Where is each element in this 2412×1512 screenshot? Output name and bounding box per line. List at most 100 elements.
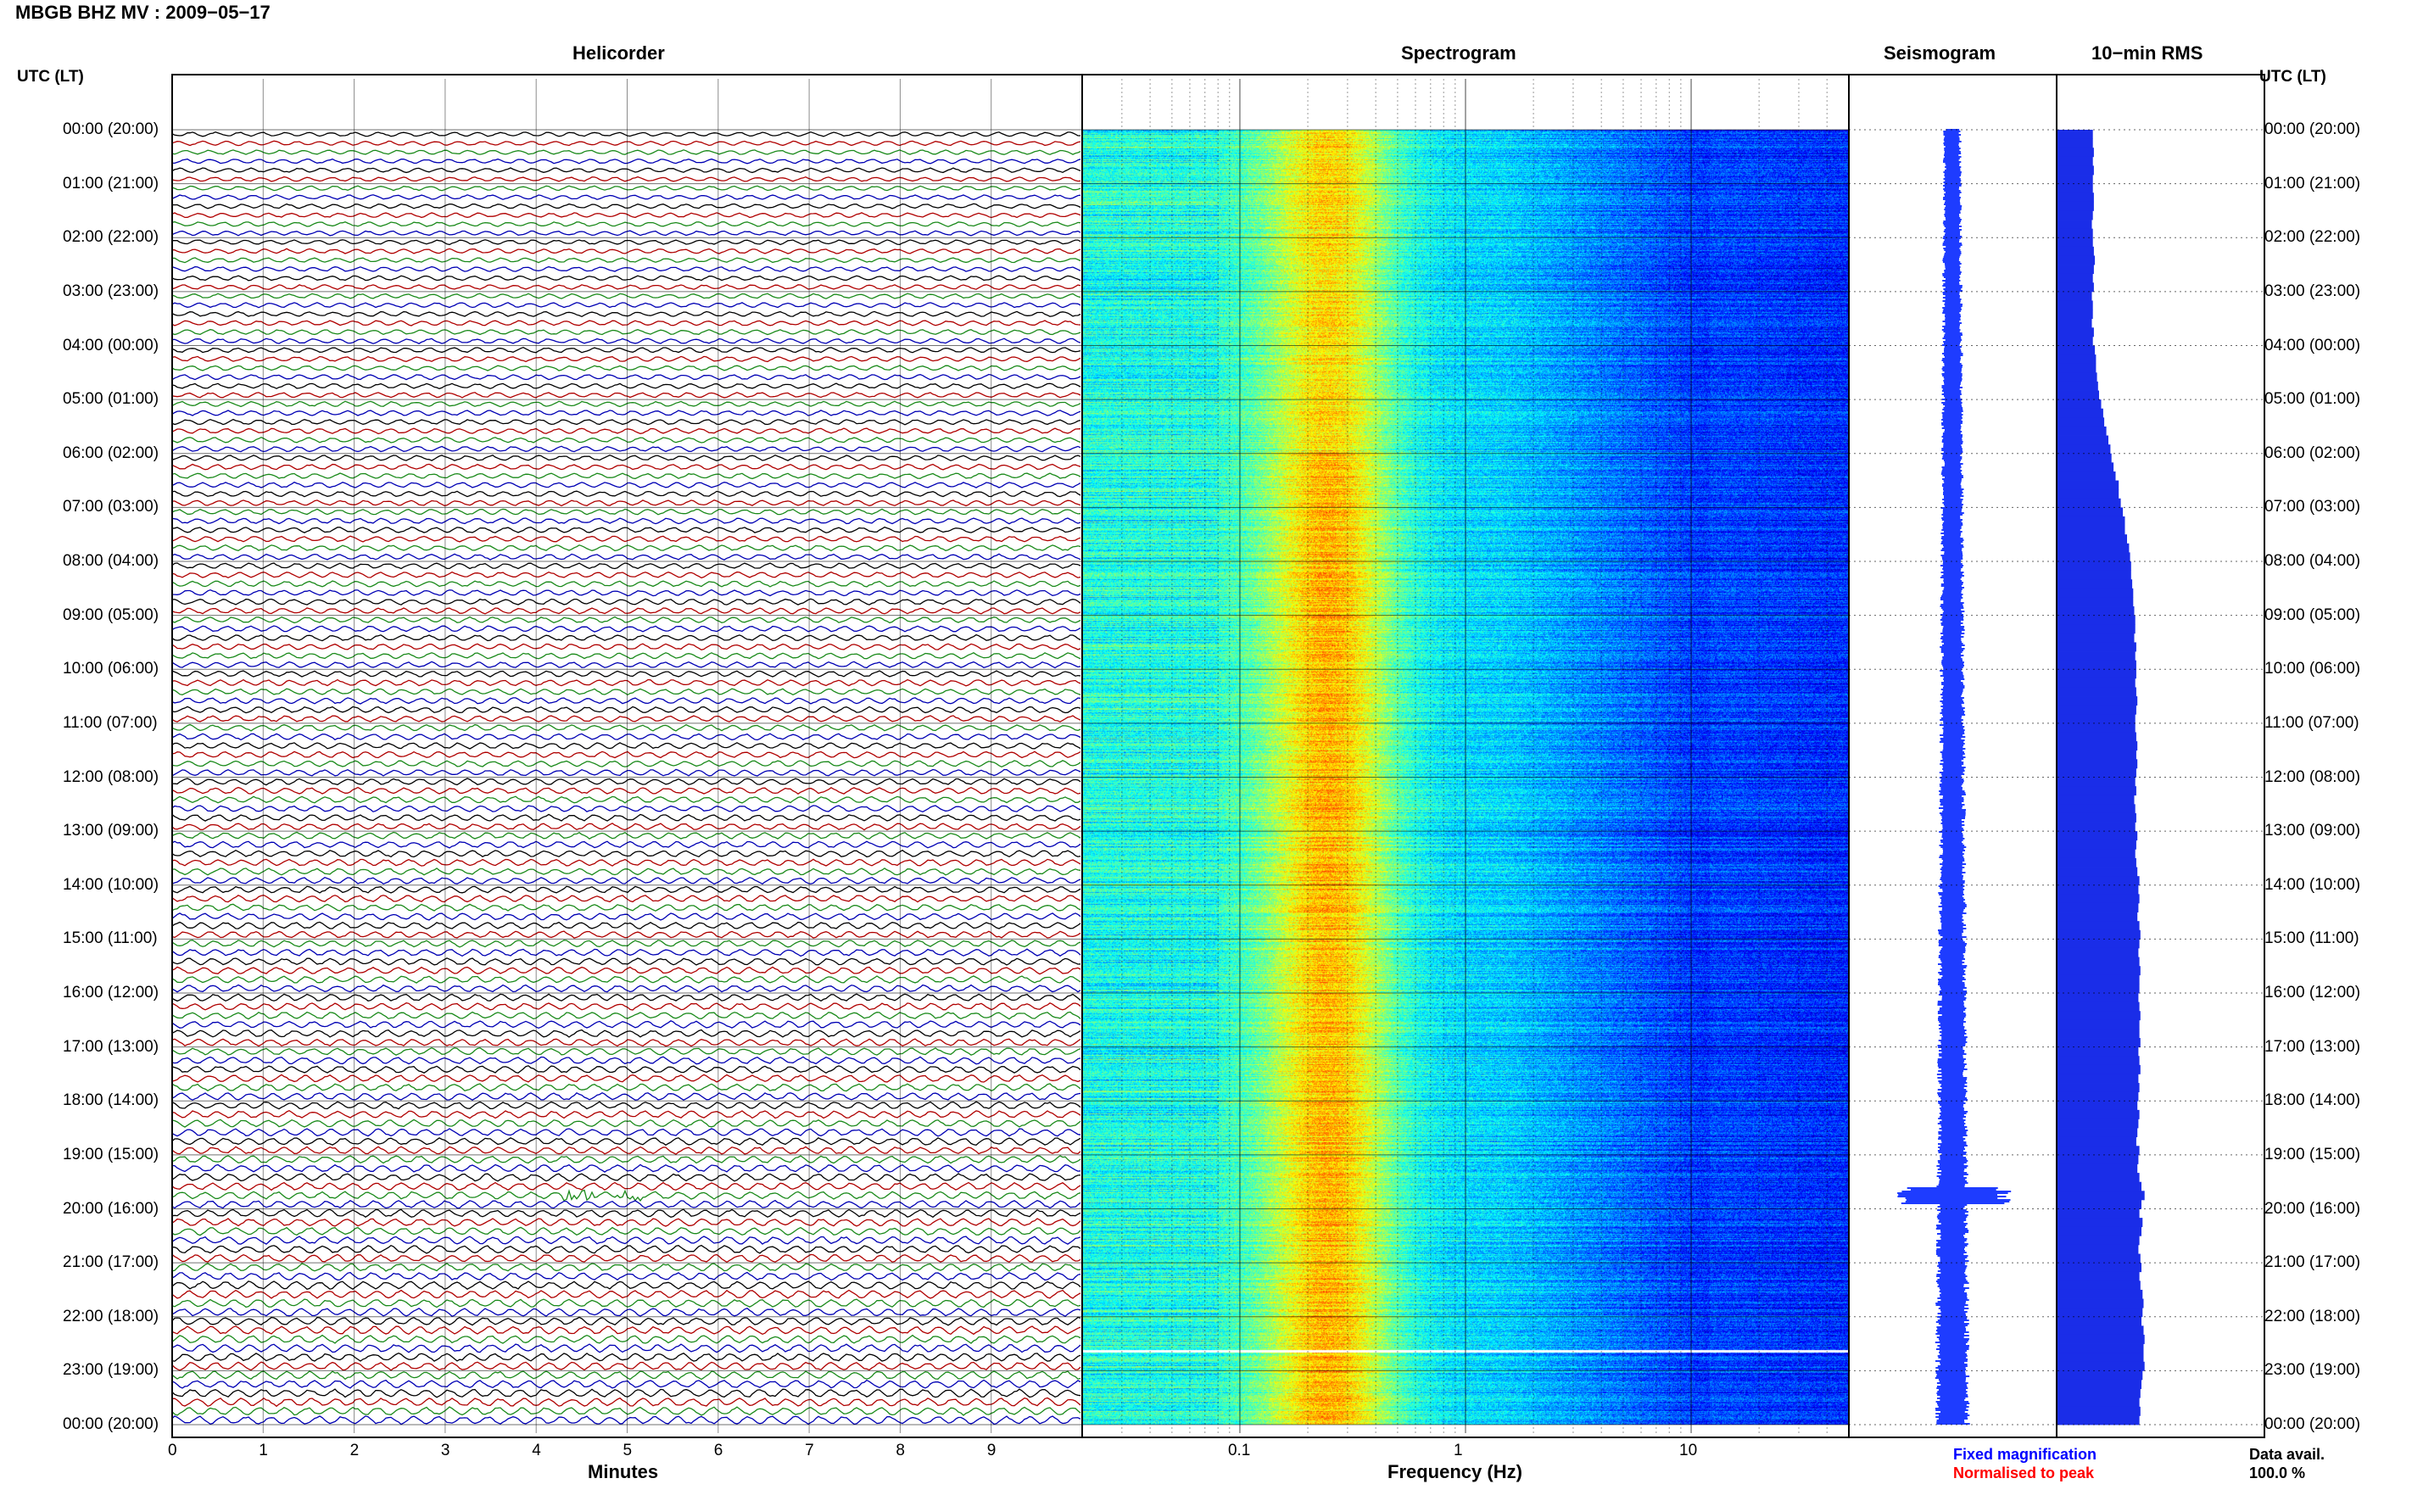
rms-bar: [2057, 516, 2125, 526]
rms-bar: [2057, 857, 2136, 868]
helicorder-trace: [171, 903, 1081, 912]
rms-bar: [2057, 489, 2119, 499]
helicorder-trace: [171, 1101, 1081, 1110]
rms-bar: [2057, 902, 2139, 912]
helicorder-trace: [171, 1316, 1081, 1326]
rms-bar: [2057, 1361, 2145, 1371]
rms-bar: [2057, 947, 2139, 957]
helicorder-trace: [171, 742, 1081, 750]
rms-bar: [2057, 804, 2136, 814]
time-label-left: 17:00 (13:00): [63, 1037, 159, 1056]
rms-bar: [2057, 310, 2093, 320]
helicorder-trace: [171, 1083, 1081, 1092]
helicorder-trace: [171, 876, 1081, 885]
rms-bar: [2057, 480, 2119, 490]
rms-bar: [2057, 318, 2092, 328]
helicorder-trace: [171, 831, 1081, 840]
minute-tick: 9: [986, 1442, 997, 1459]
rms-bar: [2057, 138, 2093, 148]
helicorder-trace: [171, 750, 1081, 759]
rms-bar: [2057, 615, 2136, 625]
helicorder-trace: [171, 1029, 1081, 1038]
helicorder-trace: [171, 328, 1081, 336]
helicorder-trace: [171, 176, 1081, 182]
rms-bar: [2057, 759, 2138, 769]
helicorder-trace: [171, 346, 1081, 354]
rms-bar: [2057, 1056, 2140, 1066]
rms-bar: [2057, 579, 2133, 589]
minute-tick: 0: [168, 1442, 177, 1459]
helicorder-traces: [171, 131, 1081, 1426]
time-label-right: 10:00 (06:00): [2264, 660, 2361, 678]
time-label-right: 01:00 (21:00): [2264, 174, 2361, 192]
helicorder-trace: [171, 1325, 1081, 1336]
helicorder-trace: [171, 1406, 1081, 1416]
left-axis-label: UTC (LT): [17, 68, 84, 86]
rms-bar: [2057, 1181, 2141, 1191]
rms-bar: [2057, 426, 2107, 436]
time-label-right: 14:00 (10:00): [2264, 875, 2361, 894]
helicorder-trace: [171, 1181, 1081, 1191]
rms-bar: [2057, 534, 2127, 544]
rms-bar: [2057, 767, 2136, 778]
time-label-right: 09:00 (05:00): [2264, 605, 2361, 624]
minute-tick: 7: [805, 1442, 814, 1459]
helicorder-trace: [171, 975, 1081, 984]
page-title: MBGB BHZ MV : 2009−05−17: [15, 2, 271, 23]
helicorder-trace: [171, 140, 1081, 147]
helicorder-trace: [171, 1065, 1081, 1074]
time-label-left: 10:00 (06:00): [63, 660, 159, 678]
rms-bar: [2057, 1289, 2143, 1299]
helicorder-trace: [171, 697, 1081, 705]
helicorder-trace: [171, 778, 1081, 786]
seismogram-title: Seismogram: [1884, 42, 1996, 64]
rms-bar: [2057, 624, 2136, 634]
helicorder-trace: [171, 633, 1081, 642]
data-availability-label: Data avail.: [2249, 1446, 2325, 1463]
helicorder-trace: [171, 1308, 1081, 1317]
data-availability-value: 100.0 %: [2249, 1465, 2306, 1481]
frequency-tick: 1: [1454, 1442, 1463, 1459]
minute-tick: 8: [896, 1442, 905, 1459]
helicorder-trace: [171, 643, 1081, 651]
rms-bar: [2057, 363, 2097, 373]
rms-bar: [2057, 1119, 2139, 1129]
rms-bar: [2057, 273, 2093, 283]
helicorder-trace: [171, 275, 1081, 282]
helicorder-trace: [171, 768, 1081, 778]
helicorder-trace: [171, 220, 1081, 227]
helicorder-trace: [171, 957, 1081, 966]
rms-bar: [2057, 390, 2099, 400]
rms-bar: [2057, 884, 2139, 895]
rms-bar: [2057, 354, 2097, 365]
helicorder-trace: [171, 1091, 1081, 1102]
helicorder-trace: [171, 418, 1081, 426]
helicorder-trace: [171, 526, 1081, 533]
time-label-right: 21:00 (17:00): [2264, 1253, 2361, 1272]
rms-bar: [2057, 786, 2136, 796]
time-label-right: 04:00 (00:00): [2264, 336, 2361, 354]
helicorder-trace: [171, 1189, 1081, 1202]
rms-bar: [2057, 1046, 2139, 1057]
rms-bar: [2057, 705, 2136, 715]
rms-bar: [2057, 1146, 2140, 1156]
time-label-left: 12:00 (08:00): [63, 767, 159, 786]
helicorder-trace: [171, 706, 1081, 714]
rms-bar: [2057, 265, 2094, 275]
rms-bar: [2057, 1074, 2139, 1084]
helicorder-trace: [171, 1289, 1081, 1299]
time-label-right: 05:00 (01:00): [2264, 390, 2361, 409]
rms-bar: [2057, 606, 2135, 617]
rms-bar: [2057, 1163, 2138, 1174]
rms-bar: [2057, 750, 2136, 760]
helicorder-trace: [171, 1253, 1081, 1264]
helicorder-trace: [171, 194, 1081, 200]
helicorder-trace: [171, 1334, 1081, 1344]
helicorder-trace: [171, 1074, 1081, 1083]
rms-bar: [2057, 1083, 2140, 1093]
frequency-axis-label: Frequency (Hz): [1387, 1461, 1522, 1482]
rms-bar: [2057, 714, 2136, 724]
time-label-right: 02:00 (22:00): [2264, 228, 2361, 247]
time-label-left: 21:00 (17:00): [63, 1253, 159, 1272]
